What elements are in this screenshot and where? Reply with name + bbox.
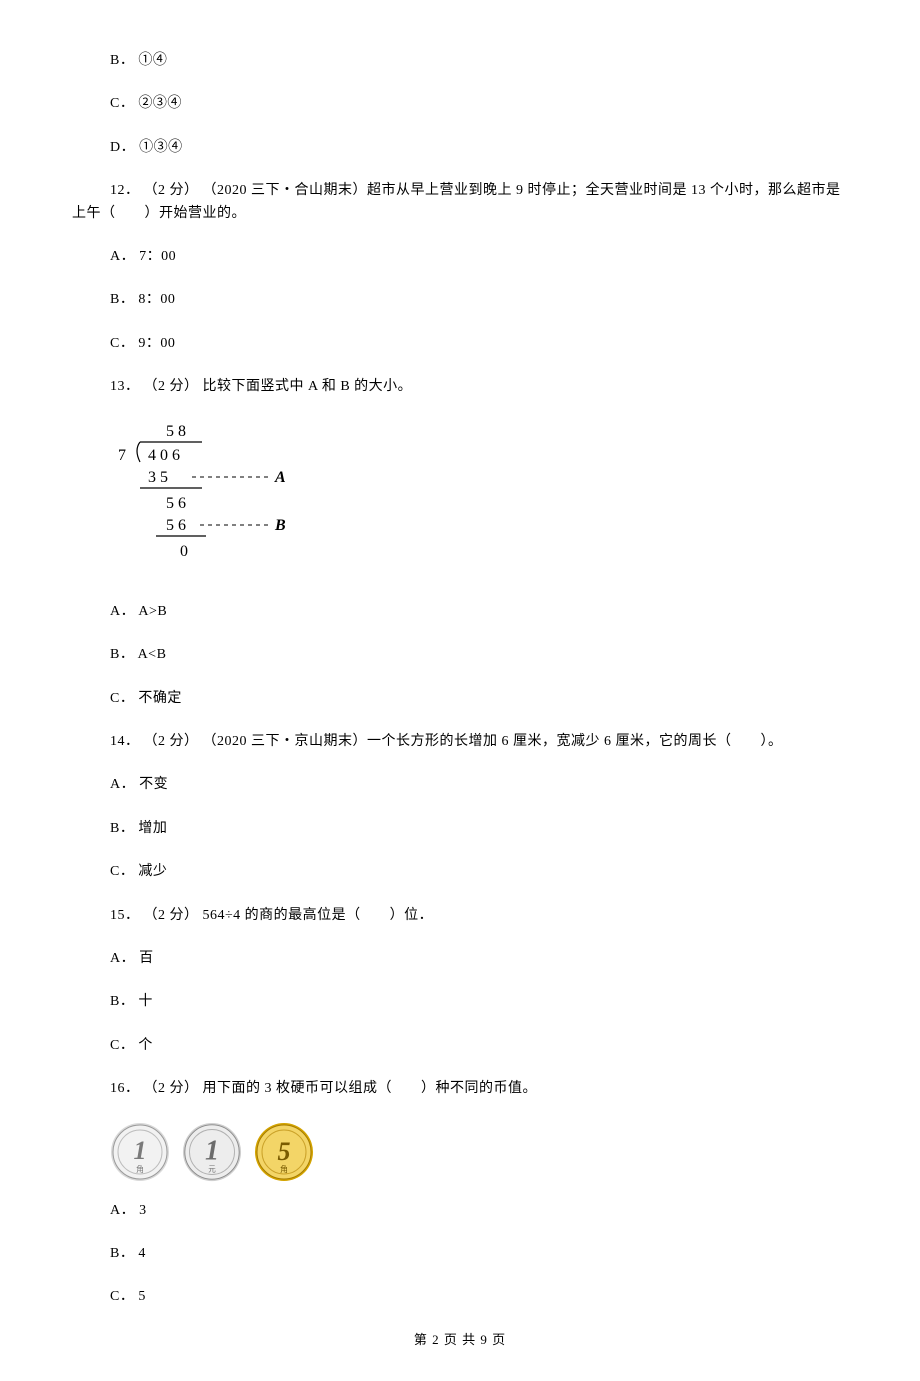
q12-option-a: A． 7：00 — [110, 246, 848, 268]
coin-1yuan: 1 元 — [182, 1122, 242, 1182]
q15-text: 15． （2 分） 564÷4 的商的最高位是（ ）位． — [110, 905, 848, 927]
rowA-text: 3 5 — [148, 469, 168, 486]
q13-option-a: A． A>B — [110, 601, 848, 623]
q12-option-c: C． 9：00 — [110, 333, 848, 355]
q16-option-a: A． 3 — [110, 1200, 848, 1222]
svg-text:元: 元 — [208, 1164, 216, 1173]
q15-option-c: C． 个 — [110, 1035, 848, 1057]
option-d: D． ①③④ — [110, 137, 848, 159]
quotient-text: 5 8 — [166, 423, 186, 440]
q13-option-c: C． 不确定 — [110, 688, 848, 710]
q14-option-c: C． 减少 — [110, 861, 848, 883]
q16-option-b: B． 4 — [110, 1243, 848, 1265]
q16-option-c: C． 5 — [110, 1286, 848, 1308]
rowB-text: 5 6 — [166, 517, 186, 534]
svg-text:角: 角 — [136, 1164, 144, 1174]
label-b: B — [274, 517, 286, 534]
svg-text:1: 1 — [134, 1136, 147, 1165]
coin-1jiao: 1 角 — [110, 1122, 170, 1182]
mid-text: 5 6 — [166, 495, 186, 512]
q16-text: 16． （2 分） 用下面的 3 枚硬币可以组成（ ）种不同的币值。 — [110, 1078, 848, 1100]
svg-text:5: 5 — [278, 1137, 291, 1166]
svg-text:角: 角 — [280, 1164, 288, 1174]
option-c: C． ②③④ — [110, 93, 848, 115]
dividend-text: 4 0 6 — [148, 447, 180, 464]
coin-5jiao: 5 角 — [254, 1122, 314, 1182]
page-footer: 第 2 页 共 9 页 — [72, 1330, 848, 1351]
remainder-text: 0 — [180, 543, 188, 560]
q15-option-b: B． 十 — [110, 991, 848, 1013]
q14-text: 14． （2 分） （2020 三下・京山期末）一个长方形的长增加 6 厘米，宽… — [110, 731, 848, 753]
division-diagram: 5 8 7 4 0 6 3 5 — [110, 420, 330, 583]
label-a: A — [274, 469, 286, 486]
q14-option-b: B． 增加 — [110, 818, 848, 840]
page: B． ①④ C． ②③④ D． ①③④ 12． （2 分） （2020 三下・合… — [0, 0, 920, 1381]
q12-option-b: B． 8：00 — [110, 289, 848, 311]
q15-option-a: A． 百 — [110, 948, 848, 970]
q14-option-a: A． 不变 — [110, 774, 848, 796]
coins-row: 1 角 1 元 5 角 — [110, 1122, 848, 1182]
q12-text: 12． （2 分） （2020 三下・合山期末）超市从早上营业到晚上 9 时停止… — [72, 180, 848, 225]
option-b: B． ①④ — [110, 50, 848, 72]
divisor-text: 7 — [118, 447, 126, 464]
svg-text:1: 1 — [205, 1135, 219, 1166]
q13-text: 13． （2 分） 比较下面竖式中 A 和 B 的大小。 — [110, 376, 848, 398]
q13-option-b: B． A<B — [110, 644, 848, 666]
